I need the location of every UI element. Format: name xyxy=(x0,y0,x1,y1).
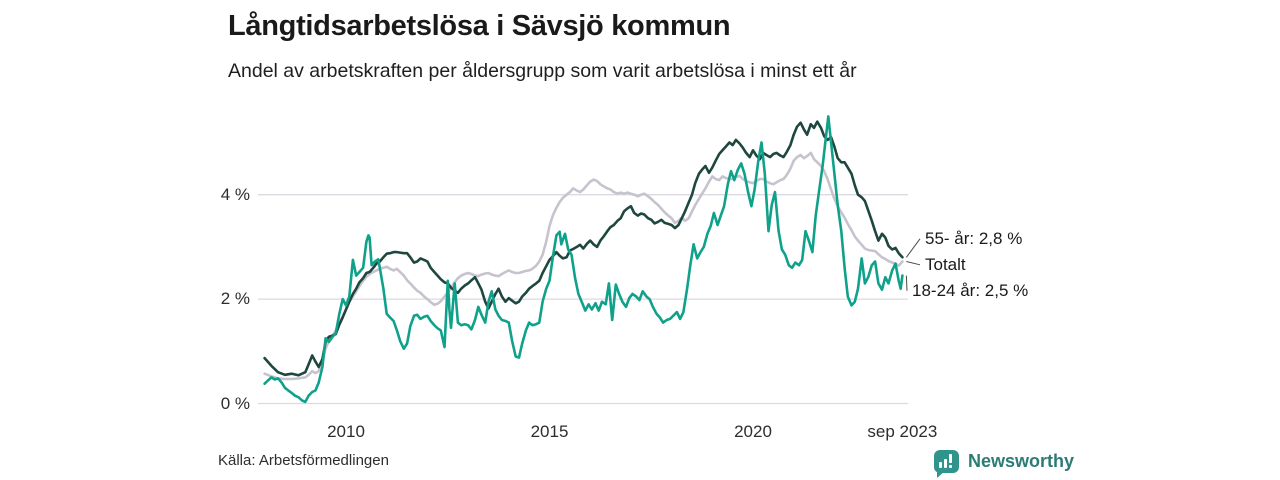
y-tick-label: 2 % xyxy=(220,289,250,309)
series-line-totalt xyxy=(263,151,904,381)
logo-dot-icon xyxy=(949,465,952,468)
x-tick-label: 2015 xyxy=(530,422,569,441)
end-label-18-24-r: 18-24 år: 2,5 % xyxy=(912,280,1029,300)
end-label-55-r: 55- år: 2,8 % xyxy=(925,228,1023,248)
series-line-55-r xyxy=(263,120,904,377)
y-tick-label: 4 % xyxy=(220,184,250,204)
x-tick-label: sep 2023 xyxy=(867,422,938,441)
x-tick-label: 2010 xyxy=(327,422,365,441)
newsworthy-brand[interactable]: Newsworthy xyxy=(934,450,1075,478)
end-label-connector xyxy=(905,238,921,258)
series-lines xyxy=(263,115,904,404)
series-line-18-24-r xyxy=(263,115,904,404)
gridlines xyxy=(258,194,908,405)
end-label-totalt: Totalt xyxy=(925,254,966,274)
x-tick-label: 2020 xyxy=(734,422,772,441)
newsworthy-logo-icon xyxy=(934,450,959,478)
logo-bar-icon xyxy=(944,459,947,468)
logo-bar-icon xyxy=(939,462,942,468)
end-label-connector xyxy=(905,275,908,291)
label-connectors xyxy=(905,238,921,291)
page-title: Långtidsarbetslösa i Sävsjö kommun xyxy=(228,10,731,42)
logo-bar-icon xyxy=(949,454,952,463)
source-note: Källa: Arbetsförmedlingen xyxy=(218,452,389,469)
page-subtitle: Andel av arbetskraften per åldersgrupp s… xyxy=(228,60,857,82)
end-label-connector xyxy=(906,261,921,266)
newsworthy-wordmark: Newsworthy xyxy=(968,451,1075,471)
y-tick-label: 0 % xyxy=(220,393,250,413)
